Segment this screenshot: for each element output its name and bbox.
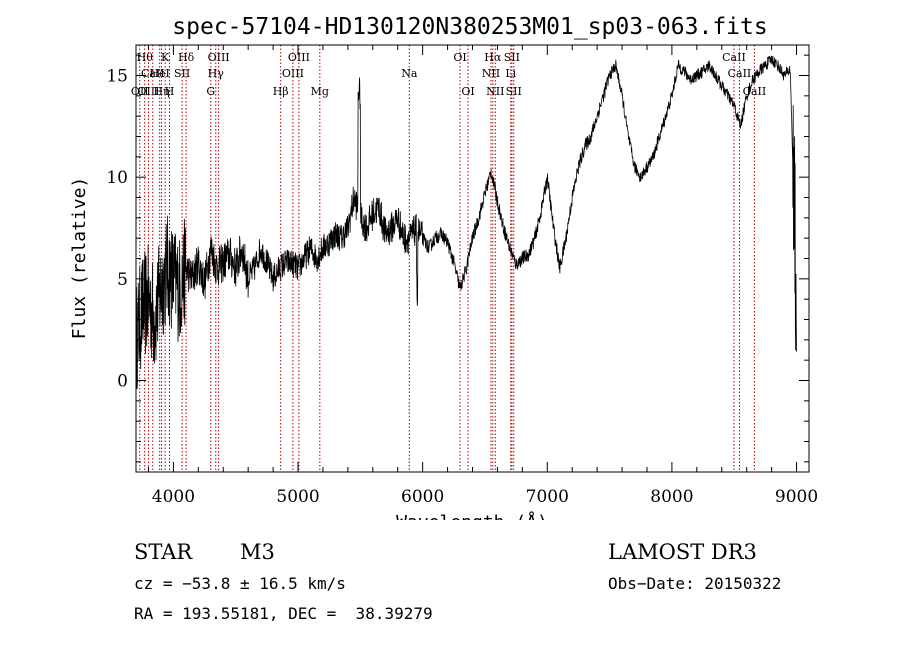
x-tick-label-5: 9000 — [775, 487, 818, 507]
line-label-21: Hα — [484, 51, 502, 64]
line-label-10: G — [206, 85, 215, 98]
y-axis-label: Flux (relative) — [69, 177, 90, 340]
y-tick-label-0: 0 — [117, 372, 128, 392]
y-axis: 0 5 10 15 — [106, 54, 809, 463]
y-tick-label-2: 10 — [106, 168, 128, 188]
line-label-12: OIII — [208, 51, 230, 64]
line-label-7: H — [165, 85, 175, 98]
x-tick-label-1: 5000 — [276, 487, 319, 507]
x-tick-label-0: 4000 — [152, 487, 195, 507]
line-label-4: HeI — [149, 67, 169, 80]
line-label-11: Hγ — [208, 67, 225, 80]
spectrum-chart: spec-57104-HD130120N380253M01_sp03-063.f… — [69, 14, 818, 520]
line-label-25: SII — [506, 85, 522, 98]
coordinates: RA = 193.55181, DEC = 38.39279 — [134, 604, 433, 623]
line-label-15: OIII — [288, 51, 310, 64]
line-label-20: NII — [482, 67, 500, 80]
object-class: STAR — [134, 540, 193, 564]
line-label-0: OII — [131, 85, 149, 98]
line-label-8: SII — [174, 67, 190, 80]
line-label-14: OIII — [282, 67, 304, 80]
spectrum-layer — [135, 55, 797, 390]
line-label-16: Mg — [311, 85, 329, 98]
observation-date: Obs−Date: 20150322 — [608, 574, 782, 593]
y-tick-label-3: 15 — [106, 67, 128, 87]
line-label-13: Hβ — [273, 85, 289, 98]
x-axis-label: Wavelength (Å) — [396, 511, 548, 520]
object-subclass: M3 — [240, 540, 275, 564]
chart-title: spec-57104-HD130120N380253M01_sp03-063.f… — [172, 14, 767, 40]
line-label-17: Na — [401, 67, 418, 80]
line-label-18: OI — [453, 51, 466, 64]
x-axis: 4000 5000 6000 7000 8000 9000 — [147, 45, 818, 507]
spectrum-line — [135, 55, 797, 390]
y-tick-label-1: 5 — [117, 270, 128, 290]
x-tick-label-2: 6000 — [401, 487, 444, 507]
redshift-info: cz = −53.8 ± 16.5 km/s — [134, 574, 346, 593]
x-tick-label-3: 7000 — [526, 487, 569, 507]
line-label-6: K — [161, 51, 170, 64]
line-label-24: SII — [504, 51, 520, 64]
line-label-2: OIII — [137, 85, 159, 98]
survey-name: LAMOST DR3 — [608, 540, 757, 564]
line-label-3: CaII — [141, 67, 165, 80]
line-label-26: CaII — [722, 51, 746, 64]
line-label-27: CaII — [728, 67, 752, 80]
line-label-1: Hθ — [137, 51, 154, 64]
line-label-9: Hδ — [178, 51, 195, 64]
line-label-23: Li — [505, 67, 516, 80]
x-tick-label-4: 8000 — [650, 487, 693, 507]
line-label-19: OI — [461, 85, 474, 98]
line-label-22: NII — [486, 85, 504, 98]
